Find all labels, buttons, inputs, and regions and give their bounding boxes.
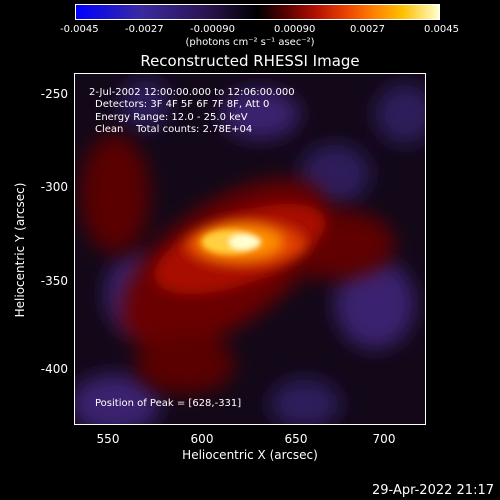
image-title: Reconstructed RHESSI Image	[140, 52, 360, 70]
colorbar-units: (photons cm⁻² s⁻¹ asec⁻²)	[185, 37, 315, 48]
colorbar-tick: -0.0045	[60, 24, 99, 35]
x-tick-label: 700	[372, 432, 396, 446]
info-clean: Clean Total counts: 2.78E+04	[95, 124, 253, 135]
x-tick-label: 550	[96, 432, 120, 446]
info-energy: Energy Range: 12.0 - 25.0 keV	[95, 112, 248, 123]
info-time: 2-Jul-2002 12:00:00.000 to 12:06:00.000	[89, 87, 295, 98]
y-tick-label: -300	[40, 180, 68, 194]
colorbar-tick: -0.0027	[125, 24, 164, 35]
y-axis-label: Heliocentric Y (arcsec)	[13, 182, 27, 318]
rhessi-image: 2-Jul-2002 12:00:00.000 to 12:06:00.000 …	[74, 73, 426, 425]
x-tick-label: 600	[190, 432, 214, 446]
emission-peak	[202, 230, 261, 254]
y-tick-label: -250	[40, 87, 68, 101]
y-tick-label: -350	[40, 274, 68, 288]
x-tick-label: 650	[284, 432, 308, 446]
info-detectors: Detectors: 3F 4F 5F 6F 7F 8F, Att 0	[95, 99, 270, 110]
peak-position: Position of Peak = [628,-331]	[95, 398, 242, 409]
colorbar-tick: -0.00090	[190, 24, 235, 35]
rhessi-image-canvas	[75, 74, 425, 424]
y-tick-label: -400	[40, 362, 68, 376]
colorbar-tick: 0.0027	[350, 24, 385, 35]
colorbar	[75, 4, 440, 20]
timestamp: 29-Apr-2022 21:17	[372, 483, 494, 498]
colorbar-tick: 0.0045	[424, 24, 459, 35]
colorbar-tick: 0.00090	[274, 24, 316, 35]
x-axis-label: Heliocentric X (arcsec)	[182, 448, 318, 462]
